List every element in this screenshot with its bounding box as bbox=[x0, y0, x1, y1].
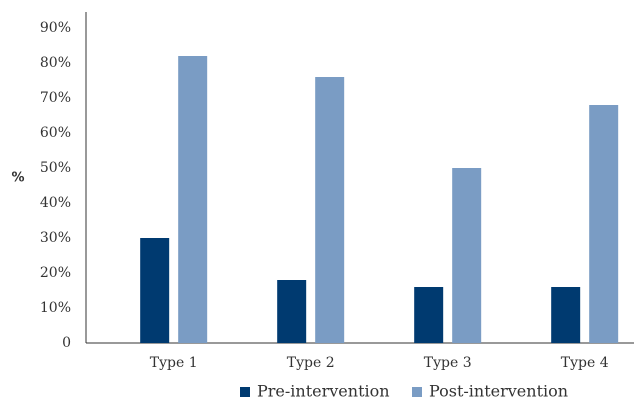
y-tick-label: 40% bbox=[40, 195, 71, 211]
legend-label: Post-intervention bbox=[429, 382, 568, 401]
x-tick-label: Type 1 bbox=[150, 355, 198, 371]
y-tick-label: 90% bbox=[40, 20, 71, 36]
x-tick-label: Type 2 bbox=[287, 355, 335, 371]
x-axis: Type 1 Type 2 Type 3 Type 4 bbox=[86, 342, 634, 371]
y-tick-label: 20% bbox=[40, 265, 71, 281]
bar-pre-intervention-type-4 bbox=[551, 287, 581, 343]
y-tick-label: 30% bbox=[40, 230, 71, 246]
y-axis: 0 10% 20% 30% 40% 50% 60% 70% 80% 90% bbox=[40, 12, 87, 351]
y-tick-label: 80% bbox=[40, 55, 71, 71]
legend-swatch bbox=[412, 387, 422, 397]
y-tick-label: 70% bbox=[40, 90, 71, 106]
bar-post-intervention-type-2 bbox=[315, 77, 345, 343]
y-axis-label: % bbox=[11, 171, 24, 186]
y-tick-label: 50% bbox=[40, 160, 71, 176]
bar-pre-intervention-type-3 bbox=[414, 287, 444, 343]
y-tick-label: 0 bbox=[62, 335, 71, 351]
x-tick-label: Type 3 bbox=[424, 355, 472, 371]
bars bbox=[140, 56, 619, 343]
bar-post-intervention-type-1 bbox=[178, 56, 208, 343]
bar-post-intervention-type-3 bbox=[452, 168, 482, 343]
bar-pre-intervention-type-1 bbox=[140, 238, 170, 343]
bar-post-intervention-type-4 bbox=[589, 105, 619, 343]
y-tick-label: 60% bbox=[40, 125, 71, 141]
y-tick-label: 10% bbox=[40, 300, 71, 316]
x-tick-label: Type 4 bbox=[561, 355, 609, 371]
legend: Pre-intervention Post-intervention bbox=[240, 382, 568, 401]
bar-pre-intervention-type-2 bbox=[277, 280, 307, 343]
legend-swatch bbox=[240, 387, 250, 397]
legend-label: Pre-intervention bbox=[257, 382, 390, 401]
